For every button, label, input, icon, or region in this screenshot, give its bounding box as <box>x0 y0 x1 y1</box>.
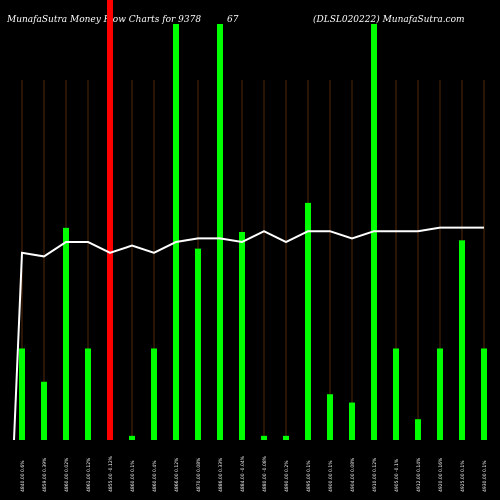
x-tick-label: 4890.00 0.2% <box>284 460 290 492</box>
x-tick-label: 4904.00 0.08% <box>350 457 356 492</box>
x-tick-label: 4884.00 -0.04% <box>240 455 246 492</box>
volume-bar <box>217 24 223 440</box>
volume-bar <box>85 348 91 440</box>
volume-bar-highlight <box>107 0 113 440</box>
volume-bar <box>481 348 487 440</box>
volume-bar <box>349 402 355 440</box>
volume-bar <box>459 240 465 440</box>
x-tick-label: 4910.00 0.12% <box>372 457 378 492</box>
volume-bar <box>151 348 157 440</box>
x-tick-labels: 4840.00 0.6% 4859.00 0.39% 4860.00 0.02% 48… <box>20 455 488 492</box>
x-tick-label: 4895.00 0.1% <box>306 460 312 492</box>
price-line-group <box>13 226 484 441</box>
volume-bar <box>129 435 135 440</box>
x-tick-label: 4855.00 -0.12% <box>108 455 114 492</box>
x-tick-label: 4861.00 0.12% <box>86 457 92 492</box>
chart-title: MunafaSutra Money Flow Charts for 9378 <box>7 15 202 25</box>
volume-bar <box>173 24 179 440</box>
volume-bar <box>239 232 245 440</box>
volume-bar <box>327 394 333 440</box>
x-tick-label: 4880.00 -0.08% <box>262 455 268 492</box>
x-tick-label: 4920.00 0.16% <box>438 457 444 492</box>
volume-bar <box>261 435 267 440</box>
x-tick-label: 4870.00 0.08% <box>196 457 202 492</box>
x-tick-label: 4860.00 0.4% <box>152 460 158 492</box>
volume-bar <box>437 348 443 440</box>
volume-bars <box>19 0 487 440</box>
x-tick-label: 4925.00 0.1% <box>460 460 466 492</box>
gridlines <box>21 80 485 440</box>
x-tick-label: 4912.00 0.14% <box>416 457 422 492</box>
chart-source: (DLSL020222) MunafaSutra.com <box>313 15 465 25</box>
x-tick-label: 4860.00 0.1% <box>130 460 136 492</box>
x-tick-label: 4860.00 0.02% <box>64 457 70 492</box>
volume-bar <box>393 348 399 440</box>
volume-bar <box>63 227 69 440</box>
x-tick-label: 4859.00 0.39% <box>42 457 48 492</box>
volume-bar <box>195 248 201 440</box>
price-line <box>13 226 484 441</box>
x-tick-label: 4866.00 0.12% <box>174 457 180 492</box>
volume-bar <box>19 348 25 440</box>
x-tick-label: 4886.00 0.33% <box>218 457 224 492</box>
volume-bar <box>305 202 311 440</box>
chart-title-code: 67 <box>227 15 239 25</box>
x-tick-label: 4840.00 0.6% <box>20 460 26 492</box>
volume-bar <box>283 435 289 440</box>
x-tick-label: 4930.00 0.1% <box>482 460 488 492</box>
x-tick-label: 4905.00 -0.1% <box>394 458 400 492</box>
volume-bar <box>41 381 47 440</box>
x-tick-label: 4900.00 0.1% <box>328 460 334 492</box>
volume-bar <box>415 419 421 440</box>
